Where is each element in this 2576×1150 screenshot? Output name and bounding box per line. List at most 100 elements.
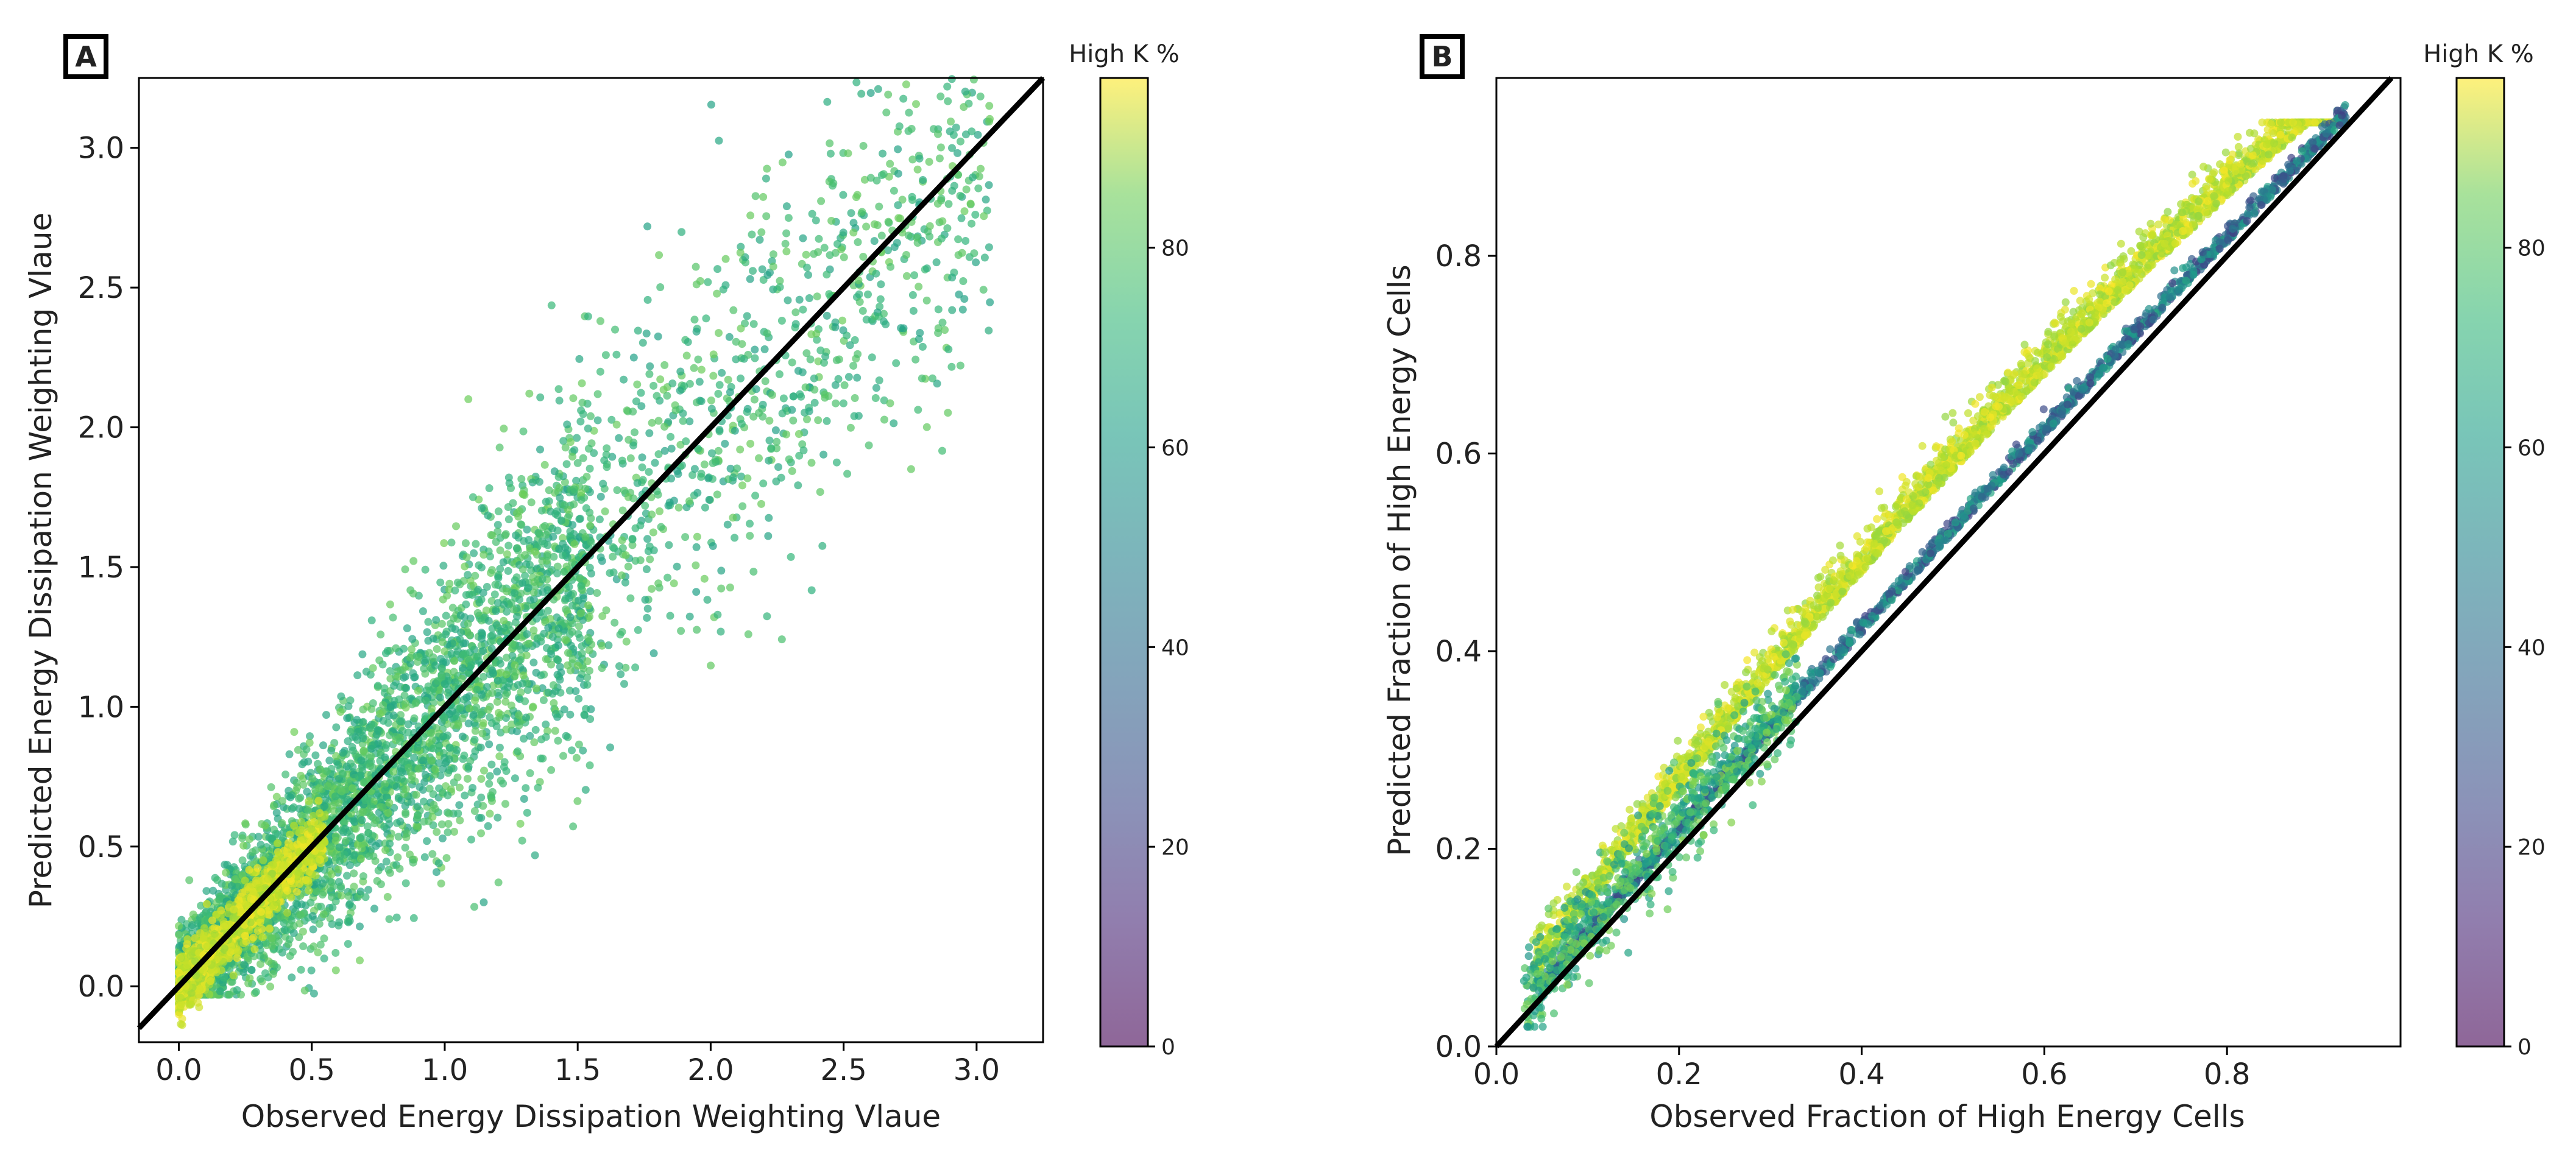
scatter-point	[895, 122, 904, 130]
scatter-point	[578, 379, 586, 387]
scatter-point	[603, 463, 611, 471]
scatter-point	[440, 539, 448, 548]
scatter-point	[261, 969, 269, 978]
scatter-point	[437, 619, 446, 628]
scatter-point	[559, 752, 567, 760]
scatter-point	[941, 326, 949, 334]
scatter-point	[369, 831, 377, 840]
scatter-point	[819, 450, 828, 459]
scatter-point	[507, 701, 515, 710]
scatter-point	[571, 687, 580, 696]
scatter-point	[732, 337, 740, 346]
scatter-point	[660, 446, 669, 455]
scatter-point	[569, 394, 578, 403]
scatter-point	[488, 566, 497, 574]
scatter-point	[865, 441, 873, 450]
scatter-point	[774, 463, 782, 471]
scatter-point	[224, 990, 233, 999]
panel-a-label-box	[63, 34, 108, 79]
scatter-point	[808, 210, 816, 218]
scatter-point	[596, 317, 604, 325]
scatter-point	[339, 749, 347, 757]
scatter-point	[936, 92, 945, 101]
scatter-point	[561, 501, 569, 509]
scatter-point	[751, 192, 760, 200]
scatter-point	[671, 406, 680, 415]
scatter-point	[961, 237, 970, 245]
scatter-point	[570, 500, 578, 509]
scatter-point	[519, 671, 528, 680]
scatter-point	[488, 689, 497, 697]
scatter-point	[331, 832, 340, 841]
scatter-point	[361, 893, 370, 901]
scatter-point	[621, 663, 630, 672]
scatter-point	[439, 595, 447, 604]
scatter-point	[475, 814, 483, 822]
scatter-point	[428, 704, 436, 713]
scatter-point	[760, 345, 769, 353]
scatter-point	[908, 196, 916, 204]
scatter-point	[737, 242, 745, 251]
scatter-point	[625, 436, 633, 444]
scatter-point	[985, 243, 993, 252]
scatter-point	[821, 352, 830, 361]
scatter-point	[737, 324, 745, 333]
scatter-point	[334, 865, 342, 873]
scatter-point	[436, 693, 444, 702]
scatter-point	[697, 365, 706, 374]
scatter-point	[714, 446, 723, 455]
scatter-point	[258, 820, 266, 828]
scatter-point	[616, 630, 625, 639]
scatter-point	[494, 878, 503, 887]
scatter-point	[408, 635, 417, 643]
scatter-point	[757, 499, 765, 508]
scatter-point	[575, 694, 583, 703]
panel-a-scatter-points	[175, 75, 994, 1029]
scatter-point	[542, 720, 550, 728]
scatter-point	[781, 239, 790, 248]
scatter-point	[412, 791, 420, 799]
scatter-point	[494, 507, 503, 515]
scatter-point	[529, 658, 538, 667]
scatter-point	[478, 729, 487, 738]
scatter-point	[522, 784, 530, 792]
scatter-point	[540, 460, 549, 469]
scatter-point	[823, 417, 831, 425]
scatter-point	[707, 404, 716, 413]
scatter-point	[744, 630, 752, 638]
scatter-point	[403, 624, 411, 632]
scatter-point	[985, 102, 994, 110]
scatter-point	[386, 674, 395, 683]
scatter-point	[299, 927, 307, 936]
scatter-point	[598, 612, 607, 620]
scatter-point	[404, 728, 412, 737]
scatter-point	[955, 291, 963, 298]
scatter-point	[769, 250, 777, 258]
scatter-point	[643, 295, 652, 304]
scatter-point	[467, 661, 475, 669]
scatter-point	[799, 305, 807, 314]
scatter-point	[667, 432, 675, 441]
scatter-point	[826, 149, 835, 158]
scatter-point	[432, 724, 441, 732]
scatter-point	[372, 730, 381, 739]
scatter-point	[456, 635, 464, 644]
scatter-point	[893, 239, 901, 247]
scatter-point	[450, 668, 458, 676]
scatter-point	[511, 774, 519, 783]
scatter-point	[750, 395, 759, 404]
scatter-point	[520, 735, 528, 743]
scatter-point	[875, 202, 883, 211]
scatter-point	[715, 136, 723, 145]
scatter-point	[401, 802, 409, 810]
scatter-point	[559, 437, 568, 445]
scatter-point	[577, 489, 586, 497]
scatter-point	[872, 384, 880, 392]
scatter-point	[473, 652, 482, 661]
scatter-point	[884, 90, 893, 99]
scatter-point	[503, 607, 511, 616]
scatter-point	[646, 362, 654, 370]
scatter-point	[598, 641, 606, 650]
scatter-point	[502, 670, 511, 679]
scatter-point	[579, 454, 587, 462]
